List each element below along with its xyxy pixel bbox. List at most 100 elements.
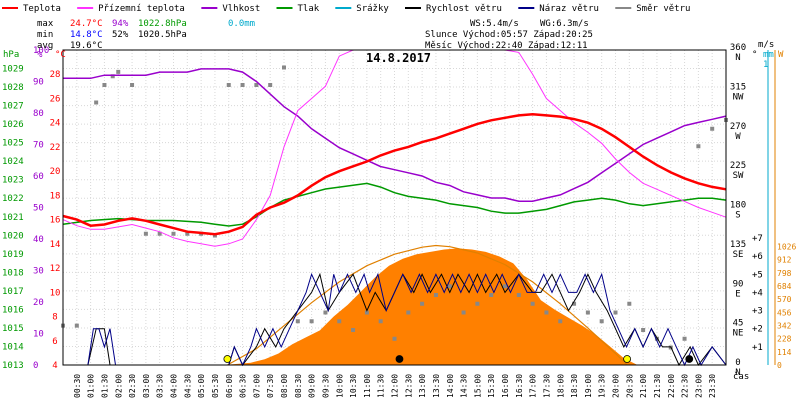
legend-label: Srážky [356, 4, 389, 14]
tick-label-temperature: 20 [50, 167, 61, 177]
wind-direction-point [696, 144, 701, 149]
wind-direction-point [212, 233, 217, 238]
wind-direction-point [378, 319, 383, 324]
tick-label-compass: NW [733, 92, 744, 102]
wind-direction-point [406, 310, 411, 315]
tick-label-wind-direction: 180 [730, 201, 746, 211]
legend-label: Přízemní teplota [98, 4, 185, 14]
stat-wind-gust: WG:6.3m/s [540, 19, 589, 29]
wind-direction-point [351, 328, 356, 332]
tick-label-time: 14:00 [446, 374, 455, 398]
tick-label-time: 04:30 [183, 374, 192, 398]
tick-label-humidity: 70 [33, 141, 44, 151]
tick-label-pressure: 1015 [2, 324, 24, 334]
tick-label-compass: N [735, 53, 740, 63]
stat-max-press: 1022.8hPa [138, 19, 187, 29]
tick-label-time: 21:30 [653, 374, 662, 398]
tick-label-time: 20:00 [612, 374, 621, 398]
tick-label-time: 18:00 [556, 374, 565, 398]
stat-avg-label: avg [37, 41, 53, 51]
tick-label-wind-speed: +5 [752, 270, 763, 280]
sun-moon-marker [223, 355, 232, 363]
wind-direction-point [143, 231, 148, 236]
wind-direction-point [682, 336, 687, 341]
unit-mm: mm [763, 50, 774, 60]
tick-label-compass: SE [733, 250, 744, 260]
tick-label-time: 13:30 [432, 374, 441, 398]
tick-label-solar: 456 [777, 308, 792, 317]
stat-max-hum: 94% [112, 19, 129, 29]
tick-label-humidity: 100 [33, 46, 49, 56]
wind-direction-point [185, 231, 190, 236]
tick-label-solar: 228 [777, 335, 792, 344]
tick-label-temperature: 10 [50, 288, 61, 298]
tick-label-wind-speed: +7 [752, 234, 763, 244]
tick-label-solar: 114 [777, 348, 792, 357]
unit-celsius: °C [55, 50, 66, 60]
wind-direction-point [461, 310, 466, 315]
tick-label-pressure: 1018 [2, 268, 24, 278]
tick-label-time: 10:00 [335, 374, 344, 398]
solar-theory-line [227, 244, 628, 366]
tick-label-time: 06:30 [239, 374, 248, 398]
wind-direction-point [268, 83, 273, 87]
tick-label-time: 13:00 [418, 374, 427, 398]
tick-label-wind-speed: +1 [752, 343, 763, 353]
tick-label-temperature: 16 [50, 216, 61, 226]
tick-label-time: 23:30 [708, 374, 717, 398]
tick-label-solar: 342 [777, 322, 792, 331]
tick-label-pressure: 1023 [2, 176, 24, 186]
wind-direction-point [116, 69, 121, 74]
legend-label: Směr větru [636, 4, 690, 14]
tick-label-temperature: 14 [50, 240, 61, 250]
tick-label-compass: SW [733, 171, 744, 181]
stat-min-press: 1020.5hPa [138, 30, 187, 40]
wind-direction-point [282, 65, 286, 70]
legend-label: Vlhkost [222, 4, 260, 14]
tick-label-time: 23:00 [694, 374, 703, 398]
tick-label-time: 17:00 [529, 374, 538, 398]
tick-label-time: 22:00 [667, 374, 676, 398]
plot-frame [62, 49, 727, 366]
tick-label-pressure: 1029 [2, 65, 24, 75]
sun-moon-marker [395, 355, 404, 363]
humidity-line [63, 68, 727, 202]
temperature-line [62, 112, 727, 236]
tick-label-time: 08:30 [294, 374, 303, 398]
tick-label-humidity: 80 [33, 109, 44, 119]
tick-label-time: 01:30 [100, 374, 109, 398]
tick-label-wind-direction: 90 [733, 279, 744, 289]
tick-label-solar: 570 [777, 295, 792, 304]
tick-label-compass: S [735, 211, 740, 221]
wind-direction-point [337, 319, 342, 324]
tick-label-pressure: 1022 [2, 194, 24, 204]
legend-label: Tlak [298, 4, 320, 14]
tick-label-wind-direction: 360 [730, 43, 746, 53]
tick-label-compass: W [735, 132, 741, 142]
tick-label-time: 08:00 [280, 374, 289, 398]
tick-label-wind-direction: 0 [735, 358, 740, 368]
tick-label-pressure: 1026 [2, 120, 24, 130]
pressure-line [62, 182, 727, 227]
tick-label-pressure: 1027 [2, 102, 24, 112]
tick-label-pressure: 1017 [2, 287, 24, 297]
wind-direction-point [94, 100, 99, 105]
wind-direction-point [613, 310, 618, 315]
tick-label-time: 14:30 [460, 374, 469, 398]
tick-label-temperature: 22 [50, 143, 61, 153]
wind-direction-point [130, 83, 135, 87]
stat-max-temp: 24.7°C [70, 19, 103, 29]
tick-label-time: 09:00 [308, 374, 317, 398]
sun-moon-marker [685, 355, 694, 363]
tick-label-compass: E [735, 289, 740, 299]
wind-direction-point [254, 83, 259, 87]
tick-label-wind-direction: 135 [730, 240, 746, 250]
tick-label-humidity: 60 [33, 172, 44, 182]
wind-direction-point [392, 336, 397, 341]
tick-label-pressure: 1020 [2, 231, 24, 241]
wind-direction-point [102, 83, 107, 87]
axes-layer: 1013101410151016101710181019102010211022… [2, 43, 796, 398]
tick-label-temperature: 18 [50, 191, 61, 201]
tick-label-rain: 1 [763, 60, 768, 70]
wind-direction-point [364, 310, 369, 315]
